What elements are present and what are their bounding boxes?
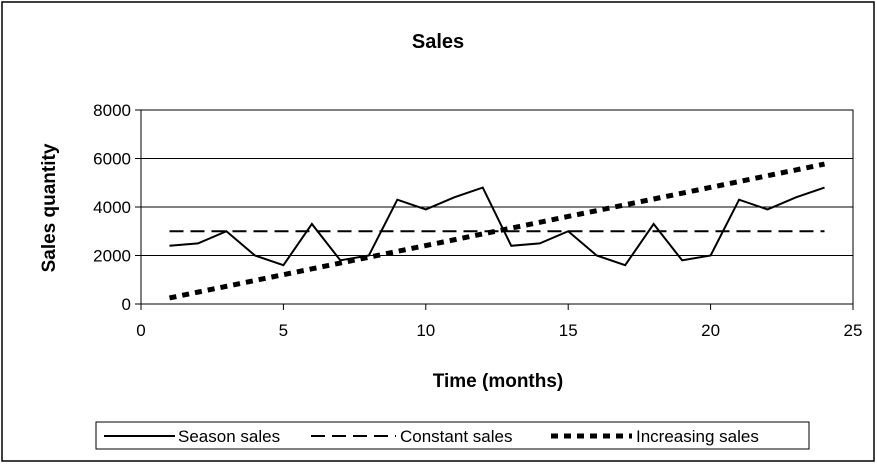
y-tick-label: 0 [122,295,131,314]
y-tick-label: 4000 [93,198,131,217]
legend-label: Season sales [178,427,280,446]
legend-label: Constant sales [400,427,512,446]
legend: Season sales Constant sales Increasing sal… [95,421,810,450]
legend-box [95,421,810,450]
y-tick-label: 8000 [93,101,131,120]
x-tick-label: 25 [844,321,863,340]
axes: 0 2000 4000 6000 8000 0 5 10 15 20 25 [93,101,862,340]
x-tick-label: 10 [416,321,435,340]
y-axis-title: Sales quantity [39,143,60,272]
legend-label: Increasing sales [636,427,759,446]
series-lines [168,161,826,301]
x-tick-label: 20 [701,321,720,340]
series-line-season-sales [169,186,825,267]
x-tick-label: 0 [136,321,145,340]
y-tick-label: 6000 [93,150,131,169]
chart-title: Sales [412,31,464,53]
y-tick-label: 2000 [93,247,131,266]
x-tick-label: 15 [559,321,578,340]
x-axis-title: Time (months) [433,371,564,392]
x-tick-label: 5 [279,321,288,340]
